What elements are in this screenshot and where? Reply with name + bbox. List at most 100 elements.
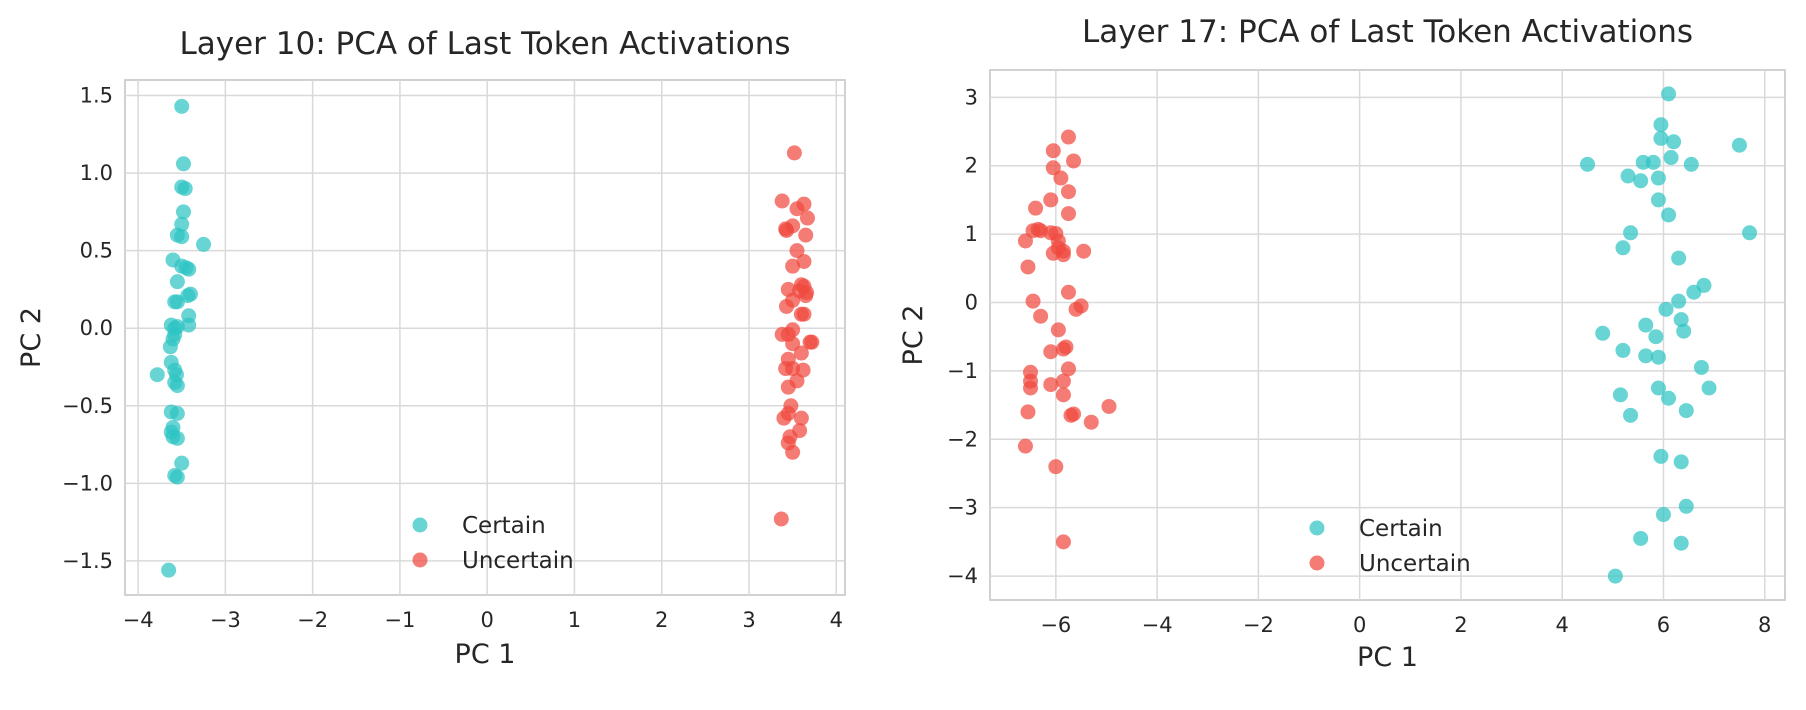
data-point-certain	[1663, 150, 1679, 166]
x-tick-label: −1	[384, 608, 415, 632]
series-certain	[149, 98, 212, 578]
y-axis-label: PC 2	[16, 307, 47, 368]
data-point-uncertain	[1060, 129, 1076, 145]
data-point-uncertain	[1053, 170, 1069, 186]
data-point-certain	[1653, 117, 1669, 133]
x-tick-label: 2	[1454, 613, 1467, 637]
x-tick-label: 3	[742, 608, 755, 632]
data-point-uncertain	[779, 298, 795, 314]
y-tick-label: −4	[947, 564, 978, 588]
data-point-certain	[1731, 137, 1747, 153]
data-point-certain	[177, 181, 193, 197]
legend-label-certain: Certain	[1359, 516, 1443, 542]
data-point-certain	[169, 294, 185, 310]
data-point-certain	[169, 378, 185, 394]
data-point-certain	[1655, 507, 1671, 523]
data-point-uncertain	[1043, 344, 1059, 360]
data-point-certain	[1612, 387, 1628, 403]
data-point-certain	[169, 274, 185, 290]
y-tick-label: −1	[947, 359, 978, 383]
x-axis-label: PC 1	[455, 639, 516, 670]
data-point-certain	[1653, 130, 1669, 146]
data-point-uncertain	[793, 345, 809, 361]
data-point-certain	[1666, 134, 1682, 150]
data-point-uncertain	[802, 334, 818, 350]
data-point-certain	[196, 236, 212, 252]
legend: Certain Uncertain	[1309, 516, 1471, 577]
data-point-certain	[1658, 301, 1674, 317]
x-tick-label: −6	[1040, 613, 1071, 637]
data-point-certain	[1661, 86, 1677, 102]
data-point-uncertain	[1045, 245, 1061, 261]
y-axis-label: PC 2	[898, 305, 929, 366]
data-point-certain	[149, 367, 165, 383]
data-point-uncertain	[785, 258, 801, 274]
y-tick-label: −1.0	[62, 471, 113, 495]
data-point-certain	[1645, 154, 1661, 170]
data-point-certain	[1686, 284, 1702, 300]
data-point-uncertain	[1020, 404, 1036, 420]
data-point-certain	[1638, 348, 1654, 364]
data-point-uncertain	[793, 410, 809, 426]
x-tick-label: 0	[1353, 613, 1366, 637]
data-point-uncertain	[789, 243, 805, 259]
data-point-uncertain	[789, 201, 805, 217]
x-tick-label: −2	[1243, 613, 1274, 637]
data-point-certain	[1620, 168, 1636, 184]
x-tick-label: 6	[1657, 613, 1670, 637]
data-point-uncertain	[1028, 200, 1044, 216]
y-tick-label: −2	[947, 427, 978, 451]
data-point-uncertain	[786, 145, 802, 161]
data-point-certain	[1633, 530, 1649, 546]
data-point-uncertain	[1066, 153, 1082, 169]
data-point-uncertain	[779, 222, 795, 238]
data-point-certain	[1671, 293, 1687, 309]
data-point-certain	[1673, 535, 1689, 551]
data-point-uncertain	[1048, 459, 1064, 475]
series-certain	[1580, 86, 1758, 584]
data-point-uncertain	[785, 444, 801, 460]
data-point-uncertain	[1055, 387, 1071, 403]
x-axis-label: PC 1	[1357, 642, 1418, 673]
data-point-certain	[1742, 225, 1758, 241]
data-point-uncertain	[796, 306, 812, 322]
x-tick-label: −4	[1142, 613, 1173, 637]
data-point-certain	[1633, 173, 1649, 189]
x-tick-label: −3	[210, 608, 241, 632]
data-point-certain	[1623, 407, 1639, 423]
data-point-certain	[1580, 156, 1596, 172]
y-tick-label: 3	[965, 85, 978, 109]
data-point-certain	[1661, 390, 1677, 406]
data-point-uncertain	[1101, 398, 1117, 414]
data-point-certain	[1693, 359, 1709, 375]
data-point-certain	[1678, 498, 1694, 514]
chart-panel-1: −4 −3 −2 −1 0 1 2 3 4 −1.5 −1.0 −0.5 0.0 0.5 1.0 1.5 Lay…	[16, 26, 846, 670]
y-tick-label: 1	[965, 222, 978, 246]
legend-marker-uncertain	[412, 552, 428, 568]
data-point-uncertain	[1045, 160, 1061, 176]
x-tick-label: 1	[568, 608, 581, 632]
data-point-uncertain	[1043, 377, 1059, 393]
data-point-certain	[1683, 156, 1699, 172]
data-point-uncertain	[1060, 284, 1076, 300]
legend-label-uncertain: Uncertain	[1359, 551, 1471, 577]
plot-area	[124, 79, 846, 596]
x-tick-label: 4	[830, 608, 843, 632]
data-point-uncertain	[1025, 293, 1041, 309]
data-point-certain	[1615, 240, 1631, 256]
data-point-uncertain	[1033, 308, 1049, 324]
data-point-certain	[1650, 192, 1666, 208]
y-tick-label: 0.5	[80, 239, 113, 263]
chart-panel-2: −6 −4 −2 0 2 4 6 8 −4 −3 −2 −1 0 1 2 3 Layer 17: PCA of …	[898, 14, 1786, 673]
legend-marker-certain	[412, 517, 428, 533]
data-point-uncertain	[1055, 341, 1071, 357]
chart-title: Layer 17: PCA of Last Token Activations	[1082, 14, 1693, 50]
data-point-certain	[181, 261, 197, 277]
data-point-uncertain	[1063, 407, 1079, 423]
legend-marker-certain	[1309, 520, 1325, 536]
data-point-certain	[174, 98, 190, 114]
data-point-certain	[181, 317, 197, 333]
x-tick-label: 2	[655, 608, 668, 632]
